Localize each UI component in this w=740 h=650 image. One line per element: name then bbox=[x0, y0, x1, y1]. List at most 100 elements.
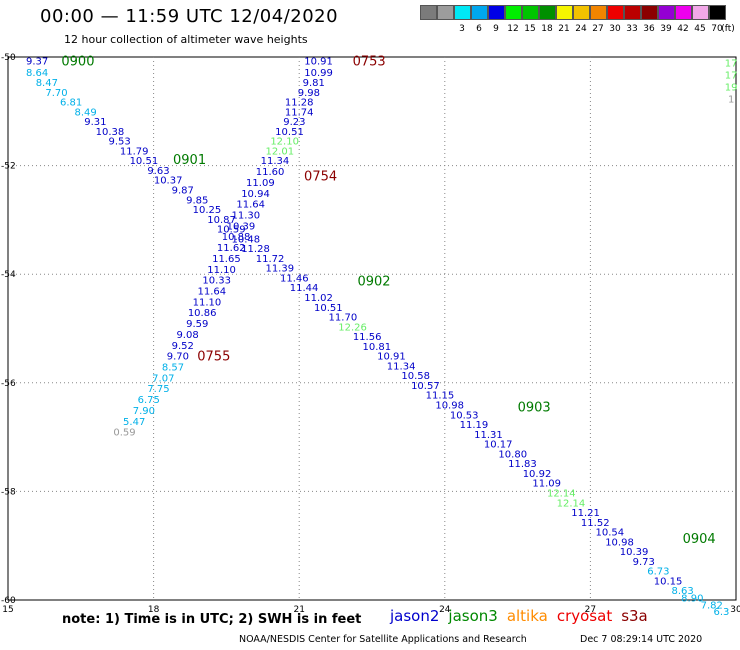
swh-value: 7.90 bbox=[133, 406, 155, 417]
swh-value: 17 bbox=[725, 58, 738, 69]
scale-unit-label: (ft) bbox=[721, 24, 735, 34]
swh-value: 10.57 bbox=[411, 381, 440, 392]
swh-value: 10.88 bbox=[222, 232, 251, 243]
scale-swatch bbox=[590, 5, 607, 20]
swh-value: 11.10 bbox=[193, 297, 222, 308]
pass-time-label: 0900 bbox=[61, 54, 94, 69]
swh-value: 9.08 bbox=[176, 330, 198, 341]
generation-timestamp: Dec 7 08:29:14 UTC 2020 bbox=[580, 634, 703, 645]
swh-value: 11.65 bbox=[212, 254, 241, 265]
x-tick-label: 18 bbox=[148, 605, 160, 615]
swh-value: 11.83 bbox=[508, 459, 537, 470]
swh-value: 10.15 bbox=[654, 576, 683, 587]
swh-value: 10.80 bbox=[498, 449, 527, 460]
swh-value: 12.10 bbox=[270, 137, 299, 148]
y-tick-label: -52 bbox=[1, 162, 16, 172]
swh-value: 10.59 bbox=[217, 225, 246, 236]
plot-frame bbox=[7, 56, 737, 601]
pass-time-label: 0753 bbox=[353, 54, 386, 69]
swh-value: 0.59 bbox=[113, 428, 135, 439]
swh-value: 11.02 bbox=[304, 293, 333, 304]
legend-item-cryosat: cryosat bbox=[556, 607, 613, 625]
swh-value: 9.52 bbox=[172, 341, 194, 352]
x-tick-label: 15 bbox=[2, 605, 13, 615]
scale-label: 27 bbox=[592, 24, 604, 34]
swh-value: 7.82 bbox=[701, 600, 723, 611]
swh-value: 11.34 bbox=[261, 156, 290, 167]
swh-value: 8.47 bbox=[36, 78, 58, 89]
swh-value: 10.39 bbox=[227, 221, 256, 232]
swh-value: 10.51 bbox=[130, 156, 159, 167]
swh-value: 10.99 bbox=[304, 68, 333, 79]
swh-value: 11.10 bbox=[207, 265, 236, 276]
swh-value: 9.59 bbox=[186, 319, 208, 330]
scale-swatch bbox=[573, 5, 590, 20]
swh-value: 10.98 bbox=[435, 401, 464, 412]
swh-value: 11.34 bbox=[387, 361, 416, 372]
swh-value: 10.54 bbox=[595, 528, 624, 539]
swh-value: 8.63 bbox=[671, 586, 693, 597]
legend-item-s3a: s3a bbox=[621, 607, 648, 625]
swh-value: 11.19 bbox=[460, 420, 489, 431]
swh-value: 11.30 bbox=[231, 210, 260, 221]
swh-value: 8.57 bbox=[162, 363, 184, 374]
swh-value: 11.62 bbox=[217, 243, 246, 254]
scale-swatch bbox=[454, 5, 471, 20]
x-tick-label: 30 bbox=[730, 605, 740, 615]
swh-value: 9.63 bbox=[147, 166, 169, 177]
swh-value: 10.91 bbox=[377, 352, 406, 363]
pass-time-label: 0754 bbox=[304, 169, 337, 184]
scale-label: 24 bbox=[575, 24, 587, 34]
scale-swatch bbox=[488, 5, 505, 20]
scale-swatch bbox=[471, 5, 488, 20]
swh-value: 11.39 bbox=[265, 264, 294, 275]
swh-value: 11.64 bbox=[236, 200, 265, 211]
x-tick-label: 21 bbox=[293, 605, 304, 615]
scale-swatch bbox=[658, 5, 675, 20]
scale-swatch bbox=[505, 5, 522, 20]
swh-value: 7.75 bbox=[147, 384, 169, 395]
pass-time-label: 0904 bbox=[683, 532, 716, 547]
swh-value: 10.58 bbox=[401, 371, 430, 382]
scale-swatch bbox=[624, 5, 641, 20]
scale-swatch bbox=[692, 5, 709, 20]
satellite-legend: jason2 jason3 altika cryosat s3a bbox=[390, 607, 657, 625]
swh-value: 10.39 bbox=[620, 547, 649, 558]
y-tick-label: -58 bbox=[1, 487, 16, 497]
scale-label: 6 bbox=[476, 24, 482, 34]
swh-value: 11.28 bbox=[241, 244, 270, 255]
swh-value: 6.3 bbox=[713, 607, 729, 618]
legend-item-altika: altika bbox=[506, 607, 548, 625]
swh-value: 10.91 bbox=[304, 56, 333, 67]
swh-value: 10.92 bbox=[523, 469, 552, 480]
swh-value: 11.31 bbox=[474, 430, 503, 441]
pass-time-label: 0901 bbox=[173, 153, 206, 168]
pass-time-label: 0755 bbox=[197, 350, 230, 365]
swh-value: 10.37 bbox=[154, 176, 183, 187]
scale-label: 15 bbox=[524, 24, 536, 34]
swh-value: 7.07 bbox=[152, 373, 174, 384]
scale-label: 36 bbox=[643, 24, 655, 34]
swh-value: 10.81 bbox=[363, 342, 392, 353]
legend-item-jason3: jason3 bbox=[448, 607, 498, 625]
footer-note: note: 1) Time is in UTC; 2) SWH is in fe… bbox=[62, 612, 362, 627]
swh-value: 10.98 bbox=[605, 537, 634, 548]
swh-value: 8.49 bbox=[75, 107, 97, 118]
scale-label: 70 bbox=[711, 24, 723, 34]
swh-value: 10.48 bbox=[231, 234, 260, 245]
swh-value: 11.72 bbox=[256, 254, 285, 265]
swh-value: 8.64 bbox=[26, 68, 48, 79]
swh-value: 12.01 bbox=[265, 146, 294, 157]
swh-value: 9.85 bbox=[186, 195, 208, 206]
scale-label: 3 bbox=[459, 24, 465, 34]
swh-value: 10.17 bbox=[484, 440, 513, 451]
scale-swatch bbox=[709, 5, 726, 20]
swh-value: 10.53 bbox=[450, 410, 479, 421]
swh-value: 11.56 bbox=[353, 332, 382, 343]
swh-value: 11.46 bbox=[280, 273, 309, 284]
swh-value: 9.53 bbox=[108, 137, 130, 148]
swh-value: 11.52 bbox=[581, 518, 610, 529]
swh-value: 19 bbox=[725, 82, 738, 93]
scale-label: 12 bbox=[507, 24, 519, 34]
